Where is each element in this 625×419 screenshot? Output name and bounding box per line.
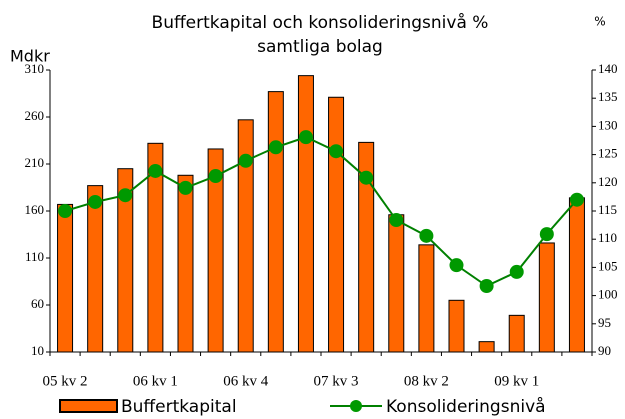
bar — [568, 197, 585, 353]
x-tick-label: 08 kv 2 — [404, 373, 449, 389]
bar — [418, 244, 435, 353]
legend-marker — [350, 400, 362, 412]
y-tick-label: 10 — [31, 343, 44, 358]
bar — [388, 214, 405, 353]
legend-label: Buffertkapital — [121, 397, 237, 417]
y-tick-label: 160 — [25, 202, 45, 217]
x-tick-label: 06 kv 1 — [133, 373, 178, 389]
y2-tick-label: 110 — [598, 230, 617, 245]
line-marker — [178, 180, 193, 195]
bar — [297, 75, 314, 353]
line-marker — [329, 144, 344, 159]
x-tick-label: 07 kv 3 — [314, 373, 359, 389]
bar — [478, 341, 495, 353]
line-marker — [238, 153, 253, 168]
bar — [448, 299, 465, 353]
y-tick-label: 60 — [31, 296, 44, 311]
bar — [508, 314, 525, 353]
line-marker — [268, 140, 283, 155]
bar — [87, 185, 104, 353]
y2-tick-label: 105 — [598, 258, 618, 273]
line-marker — [569, 192, 584, 207]
line-marker — [479, 279, 494, 294]
line-marker — [419, 228, 434, 243]
line-marker — [58, 204, 73, 218]
line-marker — [359, 170, 374, 185]
y2-tick-label: 135 — [598, 89, 618, 104]
y-tick-label: 260 — [25, 108, 45, 123]
y2-tick-label: 100 — [598, 287, 618, 302]
x-tick-label: 09 kv 1 — [494, 373, 539, 389]
y2-tick-label: 95 — [598, 315, 611, 330]
y2-tick-label: 140 — [598, 61, 618, 76]
line-marker — [509, 264, 524, 279]
line-marker — [389, 213, 404, 228]
y2-tick-label: 125 — [598, 146, 618, 161]
y2-tick-label: 130 — [598, 117, 618, 132]
bar — [328, 96, 345, 353]
legend-label: Konsolideringsnivå — [386, 396, 546, 417]
y-tick-label: 210 — [25, 155, 45, 170]
bar — [177, 174, 194, 353]
line-marker — [88, 194, 103, 209]
y2-tick-label: 120 — [598, 174, 618, 189]
line-marker — [118, 188, 133, 203]
line-marker — [449, 258, 464, 273]
y-tick-label: 310 — [25, 61, 45, 76]
line-marker — [539, 227, 554, 242]
bar — [538, 242, 555, 353]
chart-title: samtliga bolag — [257, 37, 383, 57]
y-axis-label: Mdkr — [10, 47, 50, 66]
x-tick-label: 06 kv 4 — [223, 373, 269, 389]
y-tick-label: 110 — [25, 249, 44, 264]
chart-title: Buffertkapital och konsolideringsnivå % — [152, 12, 489, 33]
y2-tick-label: 90 — [598, 343, 611, 358]
line-marker — [298, 130, 313, 145]
line-marker — [208, 169, 223, 184]
bar — [267, 91, 284, 353]
line-marker — [148, 163, 163, 178]
legend-swatch — [59, 399, 118, 413]
y2-tick-label: 115 — [598, 202, 617, 217]
bar — [57, 203, 74, 353]
y2-axis-label: % — [594, 15, 605, 29]
x-tick-label: 05 kv 2 — [43, 373, 88, 389]
